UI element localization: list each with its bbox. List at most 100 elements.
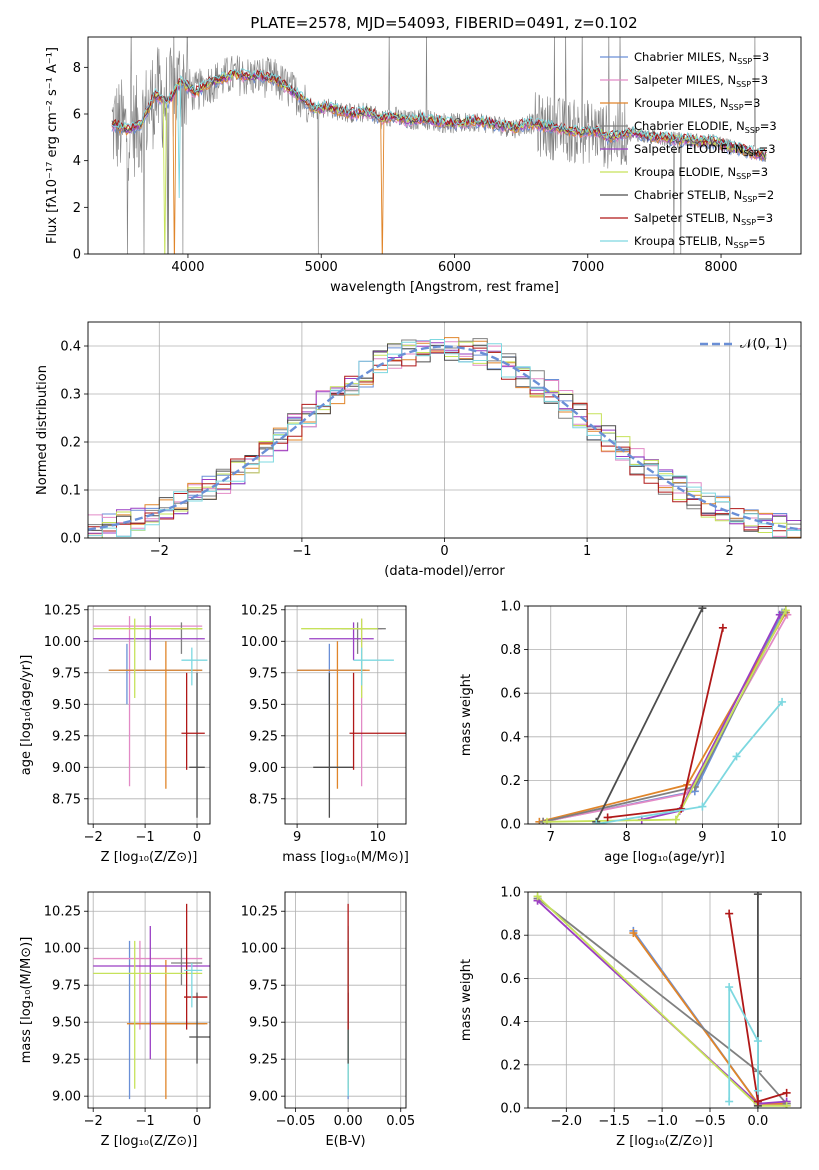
- weight-marker-s_stelib: [725, 909, 734, 918]
- panel-age_vs_mass: 9 10 8.75 9.00 9.25 9.50 9.75 10.00 10.25 mass [l…: [241, 603, 409, 865]
- plot-content: [297, 618, 406, 818]
- y-tick-label: 9.50: [52, 1016, 81, 1031]
- x-axis-label: Z [log₁₀(Z/Z⊙)]: [101, 850, 198, 865]
- figure-title: PLATE=2578, MJD=54093, FIBERID=0491, z=0…: [250, 14, 637, 32]
- y-tick-label: 9.00: [249, 1090, 278, 1105]
- weight-marker-k_stelib: [725, 1097, 734, 1106]
- x-axis-label: Z [log₁₀(Z/Z⊙)]: [616, 1134, 713, 1149]
- x-tick-label: 7000: [571, 260, 604, 275]
- x-tick-label: −2.0: [551, 1114, 583, 1129]
- y-tick-label: 8: [73, 61, 81, 76]
- x-tick-label: 0.05: [386, 1114, 415, 1129]
- weight-line-k_stelib: [728, 986, 759, 1102]
- plot-content: [111, 37, 767, 254]
- x-tick-label: −1: [136, 830, 155, 845]
- y-tick-label: 4: [73, 154, 81, 169]
- plot-content: [93, 616, 208, 818]
- legend-entry: 𝒩(0, 1): [740, 337, 787, 352]
- y-tick-label: 9.50: [249, 698, 278, 713]
- weight-marker-k_stelib: [778, 697, 787, 706]
- y-tick-label: 8.75: [52, 792, 81, 807]
- y-tick-label: 9.25: [249, 729, 278, 744]
- panel-spectrum: 4000 5000 6000 7000 8000 0 2 4 6 8 wavelength [Ang…: [45, 36, 802, 295]
- x-tick-label: 0.0: [748, 1114, 769, 1129]
- weight-marker-k_miles: [629, 929, 638, 938]
- plot-content: [93, 903, 210, 1100]
- weight-marker-k_elodie: [781, 606, 790, 615]
- y-tick-label: 9.25: [52, 1053, 81, 1068]
- y-tick-label: 9.50: [52, 698, 81, 713]
- weight-marker-s_stelib: [718, 623, 727, 632]
- weight-marker-k_elodie: [782, 1101, 791, 1108]
- plot-content: [88, 337, 801, 538]
- x-tick-label: 4000: [171, 260, 204, 275]
- x-tick-label: 10: [770, 830, 787, 845]
- y-tick-label: 9.75: [52, 979, 81, 994]
- y-tick-label: 6: [73, 108, 81, 123]
- y-tick-label: 0.1: [60, 484, 81, 499]
- y-tick-label: 0.6: [500, 687, 521, 702]
- y-tick-label: 9.50: [249, 1016, 278, 1031]
- x-tick-label: 9: [293, 830, 301, 845]
- y-tick-label: 9.75: [249, 979, 278, 994]
- y-tick-label: 0.0: [500, 818, 521, 833]
- y-tick-label: 0.4: [60, 340, 81, 355]
- panel-mass_weight_vs_age: 7 8 9 10 0.0 0.2 0.4 0.6 0.8 1.0 age [log₁₀(age/yr…: [459, 600, 802, 865]
- weight-marker-k_elodie: [542, 817, 551, 824]
- x-tick-label: 5000: [305, 260, 338, 275]
- legend-entry: Salpeter MILES, NSSP=3: [634, 73, 768, 89]
- weight-marker-s_stelib: [782, 1088, 791, 1097]
- weight-line-k_stelib: [596, 701, 783, 824]
- plot-area: [528, 606, 801, 824]
- y-tick-label: 10.25: [241, 603, 278, 618]
- weight-marker-c_stelib: [698, 606, 707, 613]
- x-axis-label: Z [log₁₀(Z/Z⊙)]: [101, 1134, 198, 1149]
- residual-histogram-k_stelib: [88, 339, 801, 538]
- y-tick-label: 10.00: [241, 635, 278, 650]
- weight-marker-k_stelib: [732, 752, 741, 761]
- legend-entry: Salpeter ELODIE, NSSP=3: [634, 142, 776, 158]
- x-tick-label: −1.5: [598, 1114, 630, 1129]
- y-tick-label: 0.2: [60, 436, 81, 451]
- y-tick-label: 10.00: [44, 635, 81, 650]
- y-tick-label: 0.2: [500, 774, 521, 789]
- weight-marker-k_stelib: [753, 1086, 762, 1095]
- x-tick-label: 8000: [704, 260, 737, 275]
- legend-entry: Chabrier ELODIE, NSSP=3: [634, 119, 777, 135]
- panel-mass_vs_ebv: −0.05 0.00 0.05 9.00 9.25 9.50 9.75 10.00 10.25 E…: [241, 891, 415, 1149]
- x-tick-label: 0: [193, 1114, 201, 1129]
- weight-marker-s_stelib: [603, 813, 612, 822]
- x-tick-label: −0.05: [276, 1114, 316, 1129]
- axes-frame: [87, 891, 211, 1109]
- x-tick-label: 0: [193, 830, 201, 845]
- panel-age_vs_Z: −2 −1 0 8.75 9.00 9.25 9.50 9.75 10.00 10.25 Z [lo…: [19, 603, 211, 865]
- x-tick-label: 7: [547, 830, 555, 845]
- y-tick-label: 1.0: [500, 886, 521, 901]
- x-tick-label: 10: [369, 830, 386, 845]
- axes-frame: [527, 605, 802, 825]
- y-tick-label: 9.25: [249, 1053, 278, 1068]
- legend-entry: Chabrier STELIB, NSSP=2: [634, 188, 774, 204]
- legend-entry: Kroupa STELIB, NSSP=5: [634, 234, 765, 250]
- y-tick-label: 10.25: [241, 905, 278, 920]
- x-axis-label: (data-model)/error: [384, 564, 505, 579]
- legend-entry: Kroupa MILES, NSSP=3: [634, 96, 760, 112]
- y-axis-label: mass weight: [459, 959, 474, 1041]
- y-tick-label: 0.0: [60, 532, 81, 547]
- x-tick-label: −2: [84, 1114, 103, 1129]
- y-axis-label: mass weight: [459, 674, 474, 756]
- weight-marker-c_stelib: [753, 892, 762, 899]
- x-tick-label: −1.0: [646, 1114, 678, 1129]
- x-tick-label: −2: [84, 830, 103, 845]
- plot-area: [285, 606, 406, 824]
- y-tick-label: 9.75: [52, 666, 81, 681]
- y-tick-label: 9.25: [52, 729, 81, 744]
- x-axis-label: E(B-V): [325, 1134, 365, 1149]
- weight-marker-k_stelib: [592, 820, 601, 824]
- weight-marker-k_elodie: [533, 892, 542, 901]
- y-tick-label: 0: [73, 248, 81, 263]
- axes-frame: [284, 891, 407, 1109]
- y-axis-label: Flux [fλ10⁻¹⁷ erg cm⁻² s⁻¹ A⁻¹]: [45, 47, 60, 244]
- weight-marker-s_stelib: [753, 1097, 762, 1106]
